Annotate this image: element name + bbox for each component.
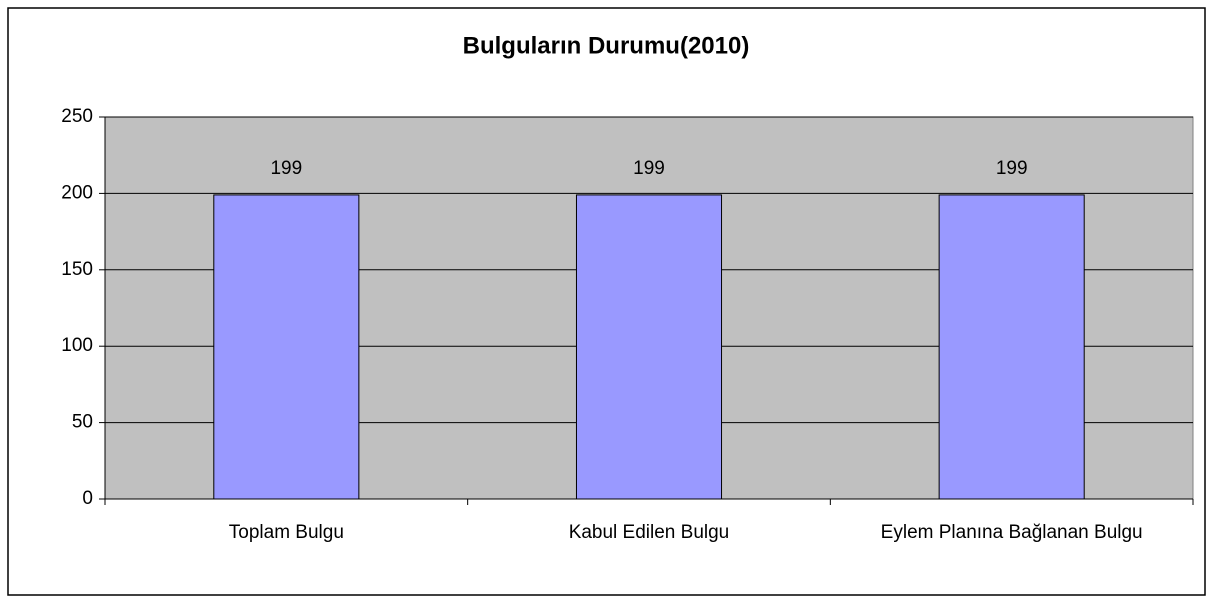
data-label: 199 [633, 158, 665, 179]
bar [213, 194, 360, 500]
data-label: 199 [270, 158, 302, 179]
x-tick-label: Toplam Bulgu [228, 522, 344, 543]
x-tick-label: Eylem Planına Bağlanan Bulgu [880, 522, 1143, 543]
data-label: 199 [996, 158, 1028, 179]
y-tick-label: 150 [61, 259, 93, 280]
bar [575, 194, 723, 500]
y-tick-label: 250 [61, 106, 93, 127]
y-tick-label: 50 [72, 412, 93, 433]
x-tick-label: Kabul Edilen Bulgu [568, 522, 730, 543]
y-tick-label: 200 [61, 182, 93, 203]
bar [938, 194, 1085, 500]
chart-title: Bulguların Durumu(2010) [463, 32, 750, 59]
y-tick-label: 100 [61, 335, 93, 356]
y-tick-label: 0 [82, 488, 93, 509]
